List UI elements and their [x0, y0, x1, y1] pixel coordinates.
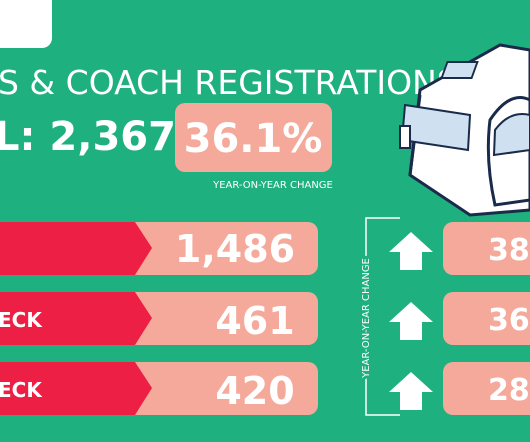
change-box: [443, 292, 530, 345]
change-box: [443, 362, 530, 415]
label-bar: [0, 362, 152, 415]
value-box: [110, 362, 318, 415]
up-arrow: [389, 232, 433, 270]
up-arrow: [389, 302, 433, 340]
change-box: [443, 222, 530, 275]
change-box: [175, 103, 332, 172]
value-box: [110, 292, 318, 345]
row-value: 461: [215, 299, 294, 343]
total: L: 2,367: [0, 114, 176, 160]
label-bar: [0, 292, 152, 345]
row: ECK 420 28.: [0, 362, 530, 415]
row: 1,486 38: [0, 222, 530, 275]
row: ECK 461 36.: [0, 292, 530, 345]
change: 36.1%: [184, 116, 323, 162]
row-label: ECK: [0, 308, 43, 332]
row-change: 28.: [488, 373, 530, 408]
label-bar: [0, 222, 152, 275]
up-arrow: [389, 372, 433, 410]
value-box: [110, 222, 318, 275]
rows: 1,486 38 ECK 461 36. ECK 420 28.: [0, 222, 530, 415]
row-value: 1,486: [175, 227, 295, 271]
row-value: 420: [215, 369, 294, 413]
title: S & COACH REGISTRATIONS: [0, 63, 458, 102]
bracket: [365, 217, 400, 416]
row-change: 38: [488, 233, 530, 268]
row-change: 36.: [488, 303, 530, 338]
corner-card: [0, 0, 52, 48]
row-label: ECK: [0, 378, 43, 402]
change-label: YEAR-ON-YEAR CHANGE: [212, 180, 333, 191]
side-label: YEAR-ON-YEAR CHANGE: [361, 258, 372, 379]
bus-illustration: [399, 43, 530, 217]
